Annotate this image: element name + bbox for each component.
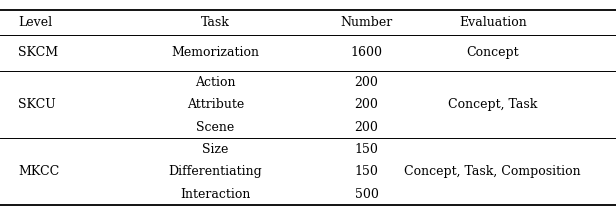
- Text: Concept, Task, Composition: Concept, Task, Composition: [405, 165, 581, 178]
- Text: 1600: 1600: [351, 46, 383, 59]
- Text: 500: 500: [355, 187, 378, 200]
- Text: MKCC: MKCC: [18, 165, 60, 178]
- Text: Task: Task: [201, 16, 230, 29]
- Text: 150: 150: [355, 165, 378, 178]
- Text: Number: Number: [341, 16, 392, 29]
- Text: Level: Level: [18, 16, 52, 29]
- Text: Action: Action: [195, 76, 236, 89]
- Text: Attribute: Attribute: [187, 98, 244, 111]
- Text: 200: 200: [355, 76, 378, 89]
- Text: Scene: Scene: [197, 121, 235, 133]
- Text: SKCU: SKCU: [18, 98, 56, 111]
- Text: 200: 200: [355, 121, 378, 133]
- Text: Interaction: Interaction: [180, 187, 251, 200]
- Text: Size: Size: [203, 143, 229, 156]
- Text: 200: 200: [355, 98, 378, 111]
- Text: 150: 150: [355, 143, 378, 156]
- Text: Evaluation: Evaluation: [459, 16, 527, 29]
- Text: SKCM: SKCM: [18, 46, 59, 59]
- Text: Concept: Concept: [466, 46, 519, 59]
- Text: Memorization: Memorization: [172, 46, 259, 59]
- Text: Concept, Task: Concept, Task: [448, 98, 538, 111]
- Text: Differentiating: Differentiating: [169, 165, 262, 178]
